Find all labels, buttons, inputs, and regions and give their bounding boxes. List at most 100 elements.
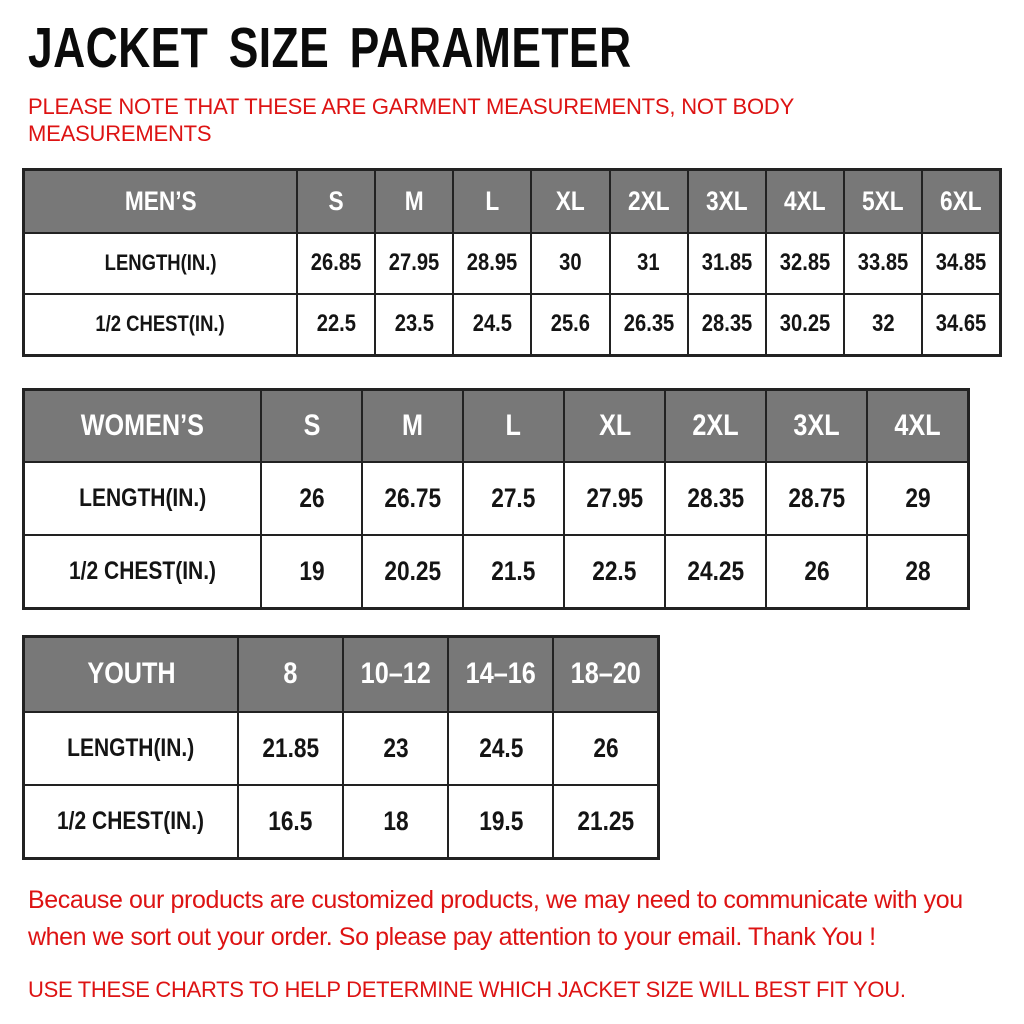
- header-cell-text: 10–12: [360, 657, 431, 691]
- measurement-value-text: 22.5: [316, 310, 356, 338]
- womens-size-header-cell: S: [259, 388, 364, 463]
- womens-size-header-cell: XL: [563, 388, 667, 463]
- measurement-value-text: 28: [905, 555, 931, 586]
- youth-measurement-row: 1/2 CHEST(IN.) 16.5 18 19.5 21.25: [22, 783, 660, 860]
- measurement-value-cell: 21.5: [462, 533, 566, 610]
- header-cell-text: L: [505, 408, 522, 442]
- measurement-value-text: 21.85: [262, 732, 319, 763]
- measurement-value-cell: 18: [342, 783, 450, 860]
- measurement-value-cell: 28.35: [664, 460, 768, 536]
- mens-size-header-cell: XL: [530, 168, 611, 234]
- measurement-value-text: 18: [383, 805, 409, 836]
- measurement-value-text: 16.5: [268, 805, 313, 836]
- youth-size-header-cell: 8: [236, 635, 345, 713]
- measurement-label-text: 1/2 CHEST(IN.): [68, 556, 217, 585]
- measurement-value-text: 31.85: [701, 249, 753, 277]
- measurement-value-text: 26: [298, 482, 325, 513]
- measurement-value-cell: 19.5: [447, 783, 555, 860]
- header-cell-text: S: [303, 408, 320, 442]
- measurement-value-cell: 34.85: [921, 231, 1002, 295]
- womens-size-header-cell: 2XL: [664, 388, 768, 463]
- measurement-label-text: LENGTH(IN.): [78, 483, 207, 512]
- measurement-value-text: 21.25: [577, 805, 635, 836]
- measurement-value-cell: 26: [552, 710, 660, 786]
- size-tables-section: MEN’S S M L XL 2XL 3XL 4XL 5XL 6XL LENGTH(IN.) 26.8…: [22, 167, 1024, 860]
- measurement-value-cell: 20.25: [361, 533, 465, 610]
- measurement-value-text: 28.35: [701, 310, 753, 338]
- measurement-value-cell: 29: [866, 460, 970, 536]
- measurement-label-cell: LENGTH(IN.): [22, 231, 298, 295]
- measurement-value-cell: 30.25: [764, 292, 846, 357]
- mens-size-header-cell: 4XL: [764, 168, 846, 234]
- measurement-value-cell: 30: [530, 231, 611, 295]
- measurement-value-cell: 24.5: [452, 292, 533, 357]
- header-cell-text: XL: [598, 408, 631, 442]
- mens-size-header-cell: S: [295, 168, 377, 234]
- measurement-label-text: LENGTH(IN.): [67, 733, 195, 762]
- mens-measurement-row: LENGTH(IN.) 26.85 27.95 28.95 30 31 31.85 32.85…: [22, 231, 1002, 295]
- measurement-value-text: 25.6: [550, 310, 591, 338]
- measurement-value-cell: 26.35: [608, 292, 689, 357]
- measurement-value-cell: 26: [765, 533, 869, 610]
- womens-size-header-cell: L: [462, 388, 566, 463]
- womens-header-row: WOMEN’S S M L XL 2XL 3XL 4XL: [22, 388, 970, 463]
- measurement-label-cell: LENGTH(IN.): [22, 710, 239, 786]
- measurement-value-cell: 24.5: [447, 710, 555, 786]
- customized-products-note: Because our products are customized prod…: [28, 885, 963, 952]
- header-cell-text: XL: [556, 185, 586, 216]
- measurement-value-text: 26.85: [310, 249, 362, 277]
- measurement-value-text: 30: [559, 249, 582, 277]
- youth-size-header-cell: 18–20: [552, 635, 660, 713]
- womens-size-header-cell: 3XL: [765, 388, 869, 463]
- measurement-label-cell: 1/2 CHEST(IN.): [22, 292, 298, 357]
- measurement-value-text: 26.35: [623, 310, 674, 338]
- measurement-value-cell: 21.25: [552, 783, 660, 860]
- measurement-value-text: 27.95: [586, 482, 644, 513]
- measurement-value-text: 27.5: [491, 482, 536, 513]
- measurement-value-text: 22.5: [592, 555, 637, 586]
- measurement-value-cell: 19: [259, 533, 364, 610]
- measurement-value-text: 30.25: [779, 310, 831, 338]
- measurement-value-cell: 33.85: [843, 231, 924, 295]
- measurement-value-text: 28.35: [687, 482, 745, 513]
- youth-size-header-cell: 14–16: [447, 635, 555, 713]
- header-cell-text: 2XL: [627, 185, 670, 216]
- measurement-value-cell: 24.25: [664, 533, 768, 610]
- mens-measurement-row: 1/2 CHEST(IN.) 22.5 23.5 24.5 25.6 26.35 28.35…: [22, 292, 1002, 357]
- measurement-value-text: 32: [871, 310, 895, 338]
- chart-usage-note: USE THESE CHARTS TO HELP DETERMINE WHICH…: [28, 976, 906, 1002]
- womens-size-header-cell: 4XL: [866, 388, 970, 463]
- header-cell-text: S: [328, 185, 344, 216]
- header-cell-text: L: [485, 185, 500, 216]
- measurement-value-text: 33.85: [857, 249, 909, 277]
- youth-header-row: YOUTH 8 10–12 14–16 18–20: [22, 635, 660, 713]
- measurement-value-cell: 28.75: [765, 460, 869, 536]
- measurement-label-text: LENGTH(IN.): [104, 250, 217, 276]
- measurement-value-text: 23: [383, 732, 409, 763]
- garment-measurement-note: PLEASE NOTE THAT THESE ARE GARMENT MEASU…: [28, 94, 794, 146]
- youth-measurement-row: LENGTH(IN.) 21.85 23 24.5 26: [22, 710, 660, 786]
- header-cell-text: YOUTH: [86, 657, 176, 691]
- mens-group-header-cell: MEN’S: [22, 168, 298, 234]
- measurement-value-cell: 26.85: [295, 231, 377, 295]
- header-cell-text: 4XL: [894, 408, 941, 442]
- measurement-label-cell: 1/2 CHEST(IN.): [22, 783, 239, 860]
- header-cell-text: 2XL: [692, 408, 739, 442]
- mens-size-header-cell: L: [452, 168, 533, 234]
- youth-size-table: YOUTH 8 10–12 14–16 18–20 LENGTH(IN.) 21.85 23 2…: [22, 634, 660, 860]
- youth-size-header-cell: 10–12: [342, 635, 450, 713]
- header-cell-text: 8: [283, 657, 298, 691]
- measurement-value-text: 34.85: [935, 249, 987, 277]
- measurement-value-text: 32.85: [779, 249, 831, 277]
- measurement-value-cell: 31.85: [686, 231, 767, 295]
- measurement-value-text: 24.5: [472, 310, 513, 338]
- measurement-value-cell: 22.5: [563, 533, 667, 610]
- measurement-value-text: 19: [298, 555, 325, 586]
- measurement-value-text: 21.5: [491, 555, 536, 586]
- measurement-value-cell: 22.5: [295, 292, 377, 357]
- measurement-value-text: 24.5: [478, 732, 523, 763]
- header-cell-text: M: [404, 185, 424, 216]
- header-cell-text: 4XL: [784, 185, 826, 216]
- measurement-value-cell: 27.95: [374, 231, 455, 295]
- measurement-value-text: 27.95: [389, 249, 440, 277]
